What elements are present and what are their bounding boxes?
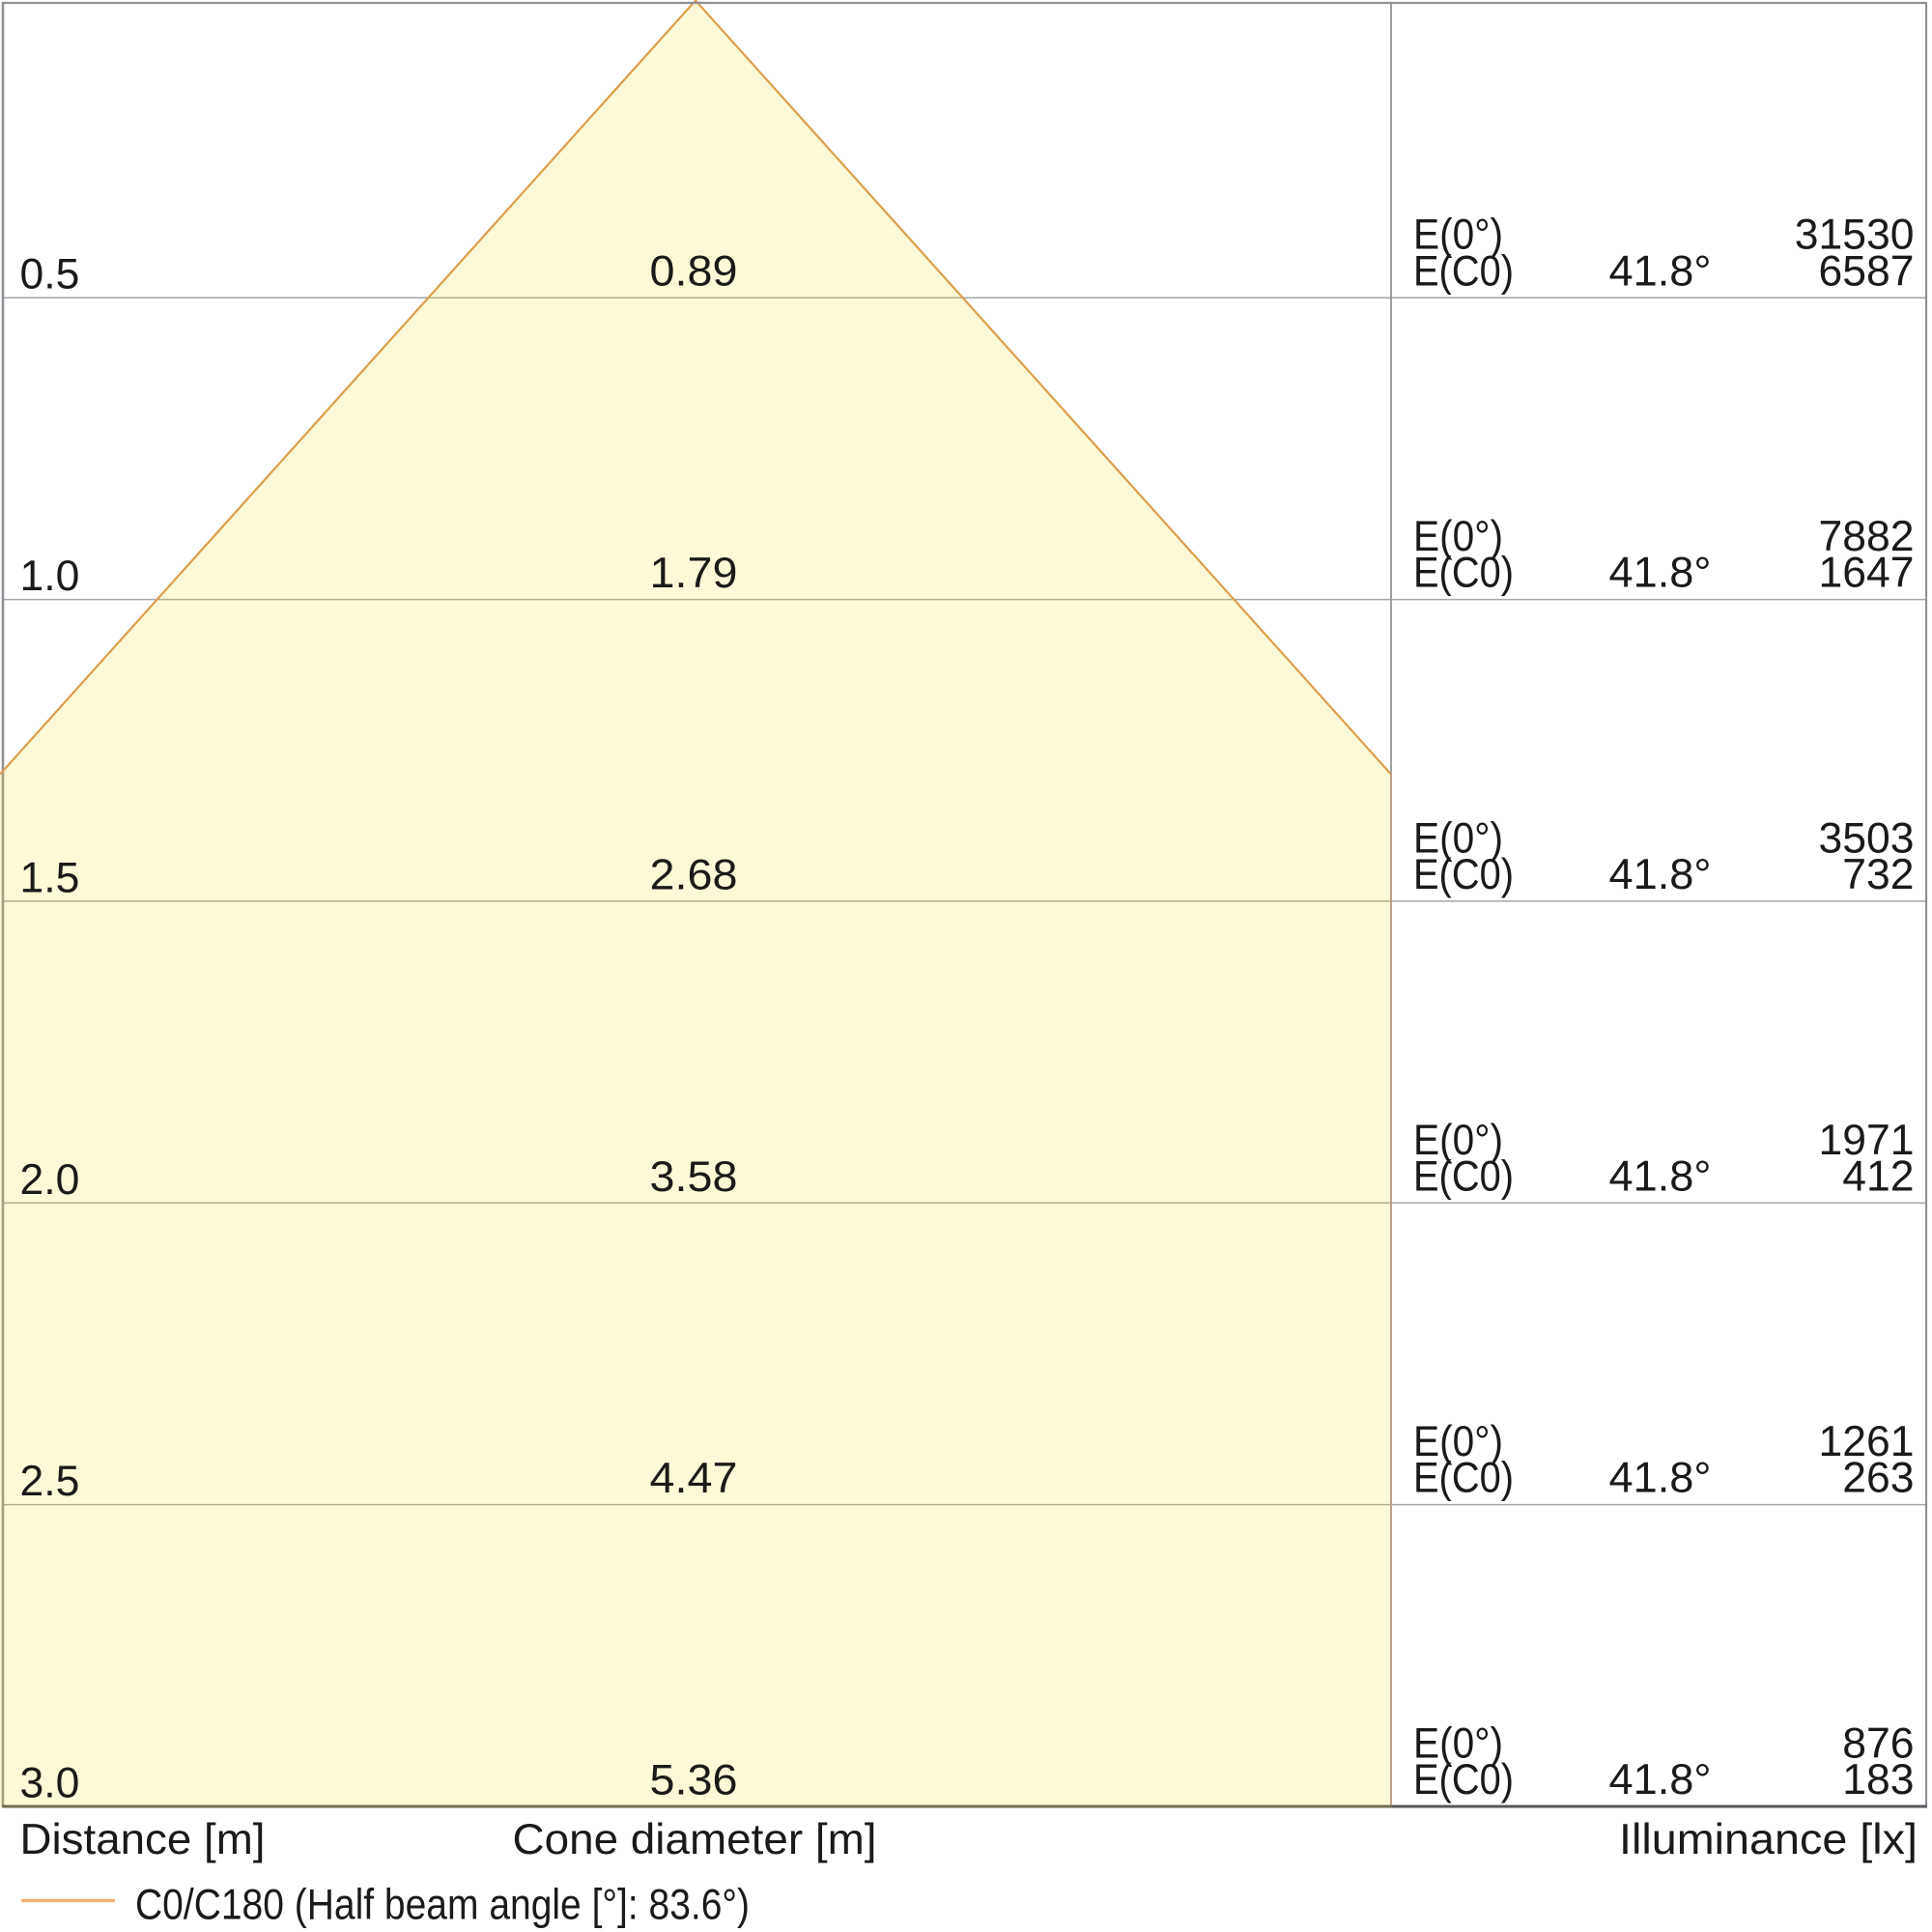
svg-text:E(C0): E(C0) — [1413, 550, 1514, 597]
svg-text:1971: 1971 — [1819, 1117, 1915, 1164]
svg-text:263: 263 — [1842, 1455, 1914, 1502]
svg-text:5.36: 5.36 — [650, 1756, 738, 1804]
svg-text:41.8°: 41.8° — [1609, 550, 1712, 597]
svg-text:0.5: 0.5 — [20, 251, 80, 298]
svg-text:31530: 31530 — [1795, 212, 1915, 259]
svg-text:3.58: 3.58 — [650, 1153, 738, 1201]
svg-text:1.5: 1.5 — [20, 854, 80, 901]
svg-text:E(0°): E(0°) — [1413, 1418, 1503, 1465]
svg-text:876: 876 — [1842, 1720, 1914, 1768]
svg-text:41.8°: 41.8° — [1609, 851, 1712, 898]
svg-text:6587: 6587 — [1819, 247, 1915, 295]
svg-text:4.47: 4.47 — [650, 1455, 738, 1502]
svg-text:41.8°: 41.8° — [1609, 1455, 1712, 1502]
svg-text:7882: 7882 — [1819, 513, 1915, 560]
svg-text:41.8°: 41.8° — [1609, 1152, 1712, 1200]
svg-text:732: 732 — [1842, 851, 1914, 898]
svg-text:E(0°): E(0°) — [1413, 1720, 1503, 1768]
svg-text:E(0°): E(0°) — [1413, 1117, 1503, 1164]
svg-text:1.79: 1.79 — [650, 550, 738, 597]
svg-text:E(C0): E(C0) — [1413, 247, 1514, 295]
svg-text:Illuminance [lx]: Illuminance [lx] — [1619, 1816, 1918, 1863]
svg-text:1261: 1261 — [1819, 1418, 1915, 1465]
svg-text:3.0: 3.0 — [20, 1759, 80, 1806]
svg-text:E(C0): E(C0) — [1413, 1152, 1514, 1200]
svg-text:E(0°): E(0°) — [1413, 513, 1503, 560]
svg-text:1647: 1647 — [1819, 550, 1915, 597]
svg-text:Cone diameter [m]: Cone diameter [m] — [513, 1816, 877, 1863]
svg-text:2.5: 2.5 — [20, 1458, 80, 1505]
svg-text:Distance [m]: Distance [m] — [20, 1816, 266, 1863]
svg-text:412: 412 — [1842, 1152, 1914, 1200]
svg-text:183: 183 — [1842, 1756, 1914, 1804]
svg-text:E(0°): E(0°) — [1413, 814, 1503, 862]
svg-text:E(C0): E(C0) — [1413, 851, 1514, 898]
svg-text:0.89: 0.89 — [650, 248, 738, 296]
svg-text:E(C0): E(C0) — [1413, 1756, 1514, 1804]
svg-text:C0/C180 (Half beam angle [°]:: C0/C180 (Half beam angle [°]: 83.6°) — [135, 1882, 750, 1929]
svg-text:2.68: 2.68 — [650, 851, 738, 898]
svg-text:E(0°): E(0°) — [1413, 212, 1503, 259]
svg-text:1.0: 1.0 — [20, 553, 80, 600]
svg-text:3503: 3503 — [1819, 814, 1915, 862]
svg-text:2.0: 2.0 — [20, 1156, 80, 1204]
svg-text:41.8°: 41.8° — [1609, 1756, 1712, 1804]
svg-text:E(C0): E(C0) — [1413, 1455, 1514, 1502]
svg-text:41.8°: 41.8° — [1609, 247, 1712, 295]
